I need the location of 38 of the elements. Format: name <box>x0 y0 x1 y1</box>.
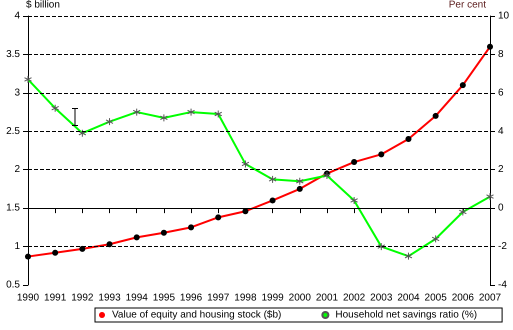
y2-tick-label: -2 <box>498 241 508 252</box>
x-tick-label: 1994 <box>126 292 148 304</box>
x-tick-label: 2005 <box>424 292 448 304</box>
y2-tick-label: 0 <box>498 202 504 214</box>
y-tick-label: 3 <box>14 87 20 98</box>
y2-tick-label: 6 <box>498 87 504 98</box>
x-tick-label: 2006 <box>452 292 474 304</box>
y2-tick-label: 10 <box>498 10 510 22</box>
x-tick-label: 1990 <box>16 292 40 304</box>
x-tick-label: 1997 <box>207 292 230 304</box>
y2-tick-label: -4 <box>498 280 508 290</box>
y-tick-label: 1.5 <box>6 202 20 214</box>
y2-tick-label: 4 <box>498 126 504 137</box>
y-tick-label: 1 <box>14 241 20 252</box>
x-tick-label: 2004 <box>397 292 420 304</box>
y-tick-label: 4 <box>14 10 20 22</box>
y2-tick-label: 8 <box>498 48 504 60</box>
x-tick-label: 2003 <box>370 292 393 304</box>
x-tick-label: 1998 <box>234 292 257 304</box>
y-axis-title: $ billion <box>26 0 60 10</box>
x-tick-label: 1999 <box>261 292 284 304</box>
y-tick-label: 0.5 <box>6 280 20 290</box>
legend-label: Value of equity and housing stock ($b) <box>112 310 282 320</box>
x-tick-label: 1993 <box>98 292 122 304</box>
x-tick-label: 2000 <box>288 292 312 304</box>
x-tick-label: 1995 <box>152 292 176 304</box>
x-tick-label: 1991 <box>44 292 67 304</box>
y2-axis-title: Per cent <box>448 0 486 10</box>
x-tick-label: 2007 <box>478 292 502 304</box>
x-tick-label: 2002 <box>342 292 366 304</box>
x-tick-label: 2001 <box>316 292 338 304</box>
y-tick-label: 2.5 <box>6 126 20 137</box>
y-tick-label: 3.5 <box>6 48 20 60</box>
y-tick-label: 2 <box>14 164 20 176</box>
x-tick-label: 1992 <box>71 292 94 304</box>
legend-label: Household net savings ratio (%) <box>335 310 478 320</box>
x-tick-label: 1996 <box>180 292 203 304</box>
y2-tick-label: 2 <box>498 164 504 176</box>
